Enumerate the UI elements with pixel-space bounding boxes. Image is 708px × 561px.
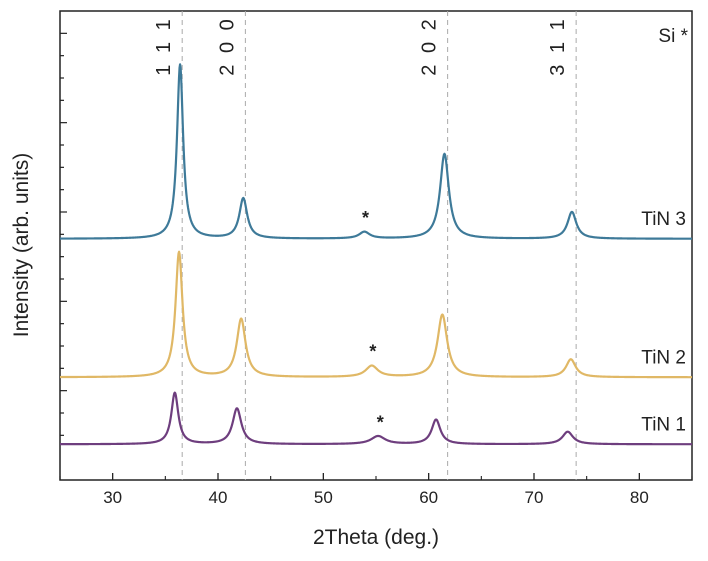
x-tick-label-0: 30 <box>103 488 122 507</box>
x-tick-label-4: 70 <box>525 488 544 507</box>
x-tick-label-3: 60 <box>419 488 438 507</box>
series-tin-3-line <box>59 63 693 240</box>
hkl-label-3: 3 1 1 <box>547 16 569 75</box>
reference-lines <box>181 11 577 480</box>
hkl-label-0: 1 1 1 <box>153 16 175 75</box>
ticks-group: 30 40 50 60 70 80 <box>59 32 693 507</box>
series-tin-2-line <box>59 250 693 379</box>
series-tin-1-si-marker: * <box>377 412 384 432</box>
series-tin-2-si-marker: * <box>369 342 376 362</box>
plot-frame <box>59 10 693 481</box>
x-axis-label: 2Theta (deg.) <box>313 526 439 549</box>
series-group <box>59 63 693 446</box>
series-tin-1-line <box>59 391 693 446</box>
series-tin-2-label: TiN 2 <box>641 347 686 368</box>
hkl-label-2: 2 0 2 <box>419 16 441 75</box>
x-tick-label-1: 40 <box>209 488 228 507</box>
series-tin-1-label: TiN 1 <box>641 414 686 435</box>
x-tick-label-2: 50 <box>314 488 333 507</box>
si-legend-note: Si * <box>658 26 688 47</box>
y-axis-label: Intensity (arb. units) <box>10 153 33 337</box>
series-tin-3-si-marker: * <box>362 208 369 228</box>
series-tin-3-label: TiN 3 <box>641 209 686 230</box>
hkl-label-1: 2 0 0 <box>216 16 238 75</box>
x-tick-label-5: 80 <box>630 488 649 507</box>
labels-group: 1 1 1 2 0 0 2 0 2 3 1 1 * TiN 3 * TiN 2 * TiN 1 <box>153 16 686 435</box>
